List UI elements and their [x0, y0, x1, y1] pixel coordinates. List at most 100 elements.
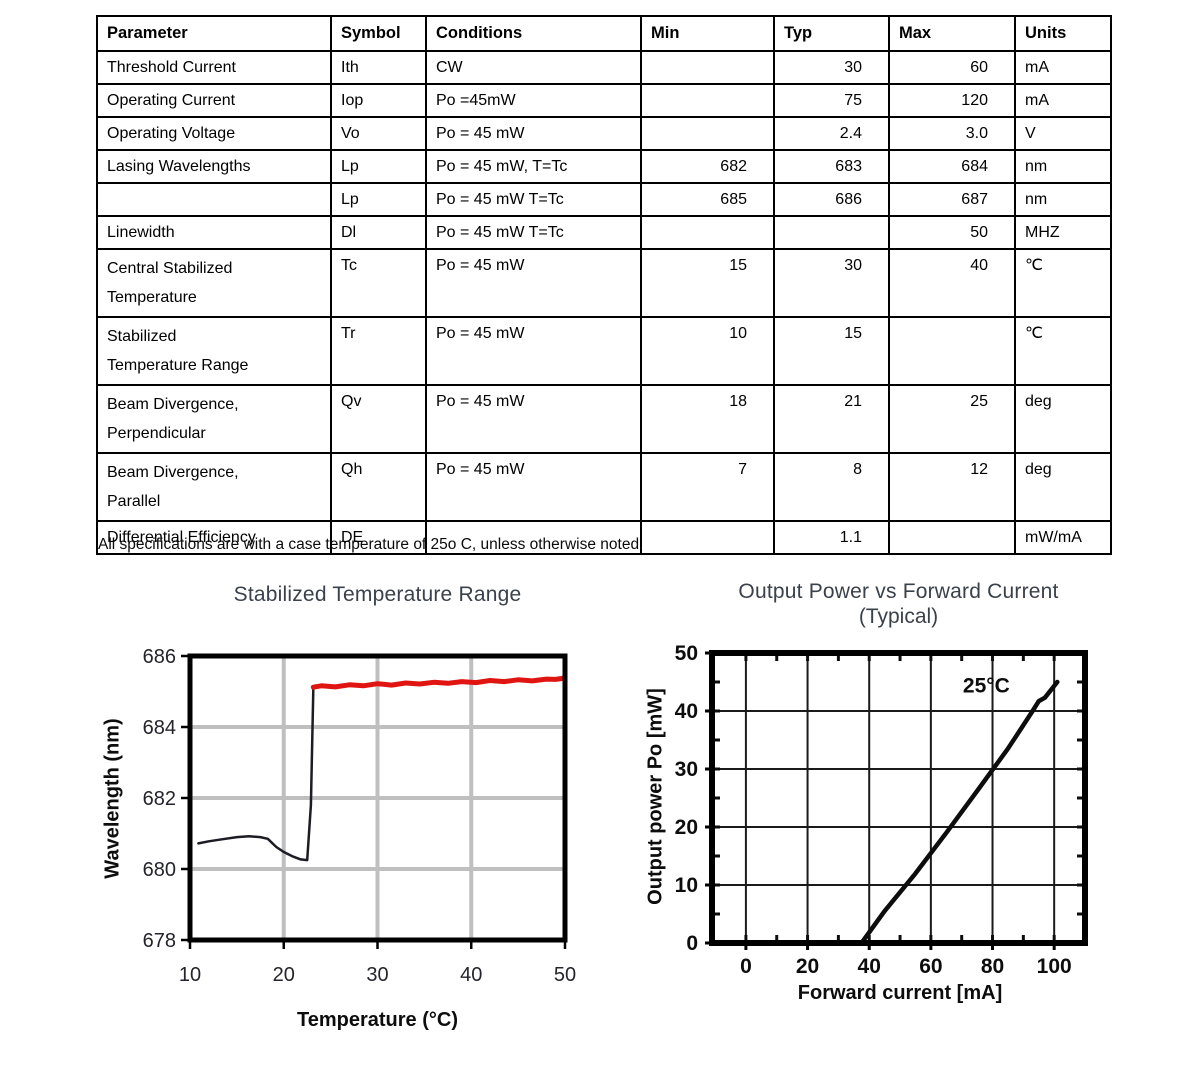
plot-border — [709, 650, 1088, 946]
table-cell: Operating Current — [96, 83, 332, 118]
table-cell — [773, 215, 890, 250]
table-cell: Tc — [330, 248, 427, 318]
table-row: Lp Po = 45 mW T=Tc 685 686 687 nm — [96, 182, 1112, 217]
x-tick-label: 0 — [740, 955, 752, 978]
table-cell: Stabilized Temperature Range — [96, 316, 332, 386]
table-cell: Qh — [330, 452, 427, 522]
table-cell: 30 — [773, 248, 890, 318]
table-row: Stabilized Temperature Range Tr Po = 45 mW… — [96, 316, 1112, 386]
column-header: Typ — [773, 15, 890, 52]
table-cell: Po = 45 mW T=Tc — [425, 215, 642, 250]
series-stabilized-region — [310, 675, 568, 690]
y-tick-label: 30 — [675, 758, 698, 781]
y-tick-label: 40 — [675, 700, 698, 723]
table-cell: Po = 45 mW, T=Tc — [425, 149, 642, 184]
table-cell: ℃ — [1014, 248, 1112, 318]
y-axis-label: Output power Po [mW] — [644, 688, 667, 905]
table-cell: Ith — [330, 50, 427, 85]
x-tick-label: 100 — [1037, 955, 1072, 978]
table-cell: 685 — [640, 182, 775, 217]
table-cell — [640, 215, 775, 250]
wavelength-vs-temperature-plot: 10 20 30 40 50 678 680 682 684 686 — [143, 646, 577, 986]
table-cell — [640, 116, 775, 151]
table-cell: deg — [1014, 452, 1112, 522]
table-cell — [425, 520, 642, 555]
table-cell: 686 — [773, 182, 890, 217]
table-cell: CW — [425, 50, 642, 85]
table-cell: Dl — [330, 215, 427, 250]
y-tick-label: 680 — [143, 859, 176, 881]
table-cell: 60 — [888, 50, 1016, 85]
x-axis-label: Temperature (°C) — [297, 1009, 458, 1031]
table-cell: Vo — [330, 116, 427, 151]
table-cell — [640, 50, 775, 85]
table-cell: 8 — [773, 452, 890, 522]
table-cell: Po = 45 mW — [425, 452, 642, 522]
table-row: Central Stabilized Temperature Tc Po = 45 … — [96, 248, 1112, 318]
x-tick-label: 10 — [179, 964, 201, 986]
table-cell: 7 — [640, 452, 775, 522]
chart-title: Stabilized Temperature Range — [233, 583, 522, 606]
y-tick-label: 10 — [675, 874, 698, 897]
table-cell: Central Stabilized Temperature — [96, 248, 332, 318]
x-tick-label: 60 — [919, 955, 942, 978]
x-tick-label: 50 — [554, 964, 576, 986]
table-cell: nm — [1014, 149, 1112, 184]
table-cell: Differential Efficiency — [96, 520, 332, 555]
spec-table: Parameter Symbol Conditions Min Typ Max Units … — [96, 15, 1112, 555]
table-cell: Po = 45 mW T=Tc — [425, 182, 642, 217]
table-row: Linewidth Dl Po = 45 mW T=Tc 50 MHZ — [96, 215, 1112, 250]
x-tick-label: 40 — [858, 955, 881, 978]
table-row: Differential Efficiency DE 1.1 mW/mA — [96, 520, 1112, 555]
y-tick-label: 50 — [675, 642, 698, 665]
table-cell: 2.4 — [773, 116, 890, 151]
table-cell — [640, 520, 775, 555]
x-tick-label: 30 — [366, 964, 388, 986]
column-header: Max — [888, 15, 1016, 52]
table-cell: Tr — [330, 316, 427, 386]
table-cell: 75 — [773, 83, 890, 118]
table-cell: deg — [1014, 384, 1112, 454]
table-cell — [888, 520, 1016, 555]
x-tick-label: 40 — [460, 964, 482, 986]
table-cell: 683 — [773, 149, 890, 184]
spec-note: All specifications are with a case tempe… — [98, 536, 644, 553]
column-header: Conditions — [425, 15, 642, 52]
table-cell: 50 — [888, 215, 1016, 250]
table-cell: Po = 45 mW — [425, 316, 642, 386]
table-cell: 15 — [640, 248, 775, 318]
table-cell: 40 — [888, 248, 1016, 318]
table-cell: Po = 45 mW — [425, 384, 642, 454]
x-axis-label: Forward current [mA] — [797, 982, 1003, 1004]
table-cell: Lp — [330, 182, 427, 217]
spec-table-header-row: Parameter Symbol Conditions Min Typ Max Units — [96, 15, 1112, 52]
table-cell: 682 — [640, 149, 775, 184]
table-cell: 1.1 — [773, 520, 890, 555]
column-header: Symbol — [330, 15, 427, 52]
column-header: Units — [1014, 15, 1112, 52]
table-cell: 10 — [640, 316, 775, 386]
table-cell: Beam Divergence, Parallel — [96, 452, 332, 522]
table-cell: 15 — [773, 316, 890, 386]
column-header: Min — [640, 15, 775, 52]
table-cell: Po = 45 mW — [425, 116, 642, 151]
table-cell: Threshold Current — [96, 50, 332, 85]
power-vs-current-plot: 0 20 40 60 80 100 0 10 20 30 40 50 25°C — [675, 642, 1088, 978]
table-cell: 120 — [888, 83, 1016, 118]
table-cell: Lp — [330, 149, 427, 184]
table-cell: 3.0 — [888, 116, 1016, 151]
table-cell — [96, 182, 332, 217]
series-annotation: 25°C — [963, 674, 1010, 697]
chart-subtitle: (Typical) — [858, 605, 939, 628]
table-cell: Po =45mW — [425, 83, 642, 118]
column-header: Parameter — [96, 15, 332, 52]
table-row: Operating Current Iop Po =45mW 75 120 mA — [96, 83, 1112, 118]
table-cell: DE — [330, 520, 427, 555]
x-tick-label: 80 — [981, 955, 1004, 978]
y-tick-label: 684 — [143, 717, 176, 739]
table-cell: 684 — [888, 149, 1016, 184]
table-row: Lasing Wavelengths Lp Po = 45 mW, T=Tc 682 6… — [96, 149, 1112, 184]
table-cell: 30 — [773, 50, 890, 85]
chart-title: Output Power vs Forward Current — [738, 580, 1059, 603]
